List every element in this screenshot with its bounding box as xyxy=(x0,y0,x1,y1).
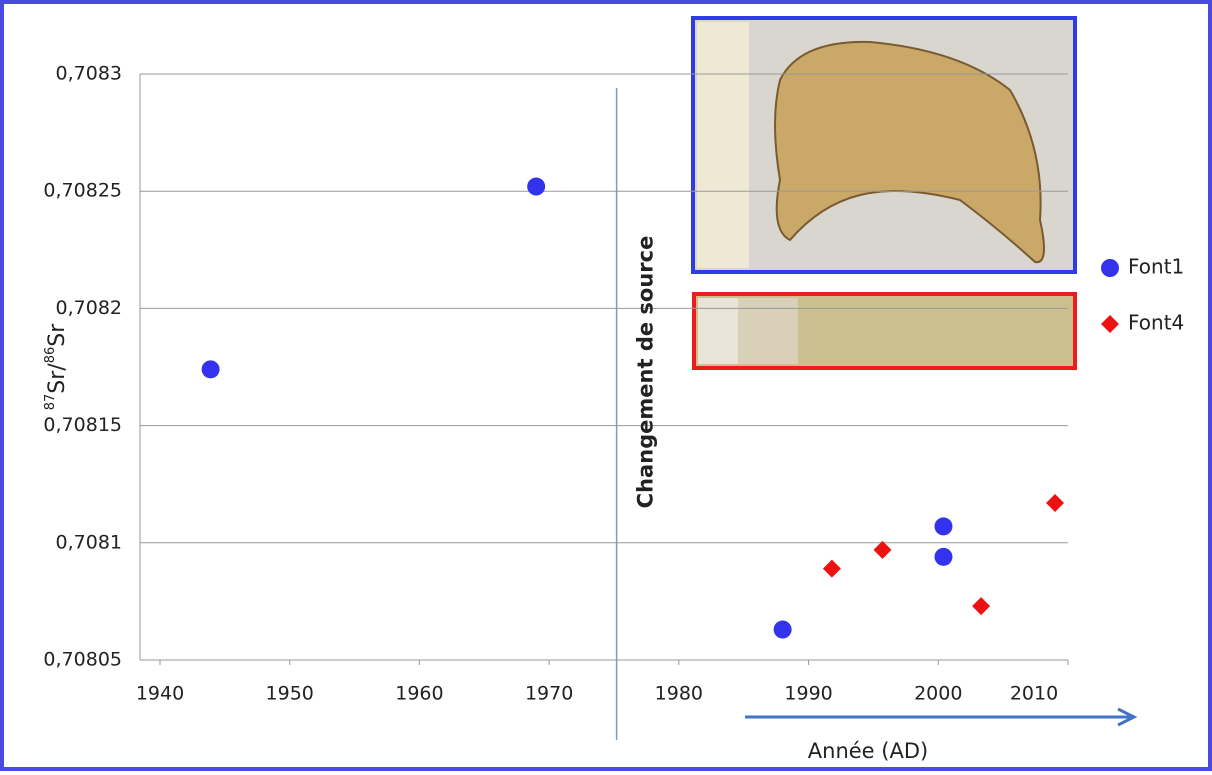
y-label-part: 86 xyxy=(43,347,58,364)
x-tick-label: 2010 xyxy=(1010,683,1058,705)
specimen xyxy=(774,40,1045,264)
y-tick-label: 0,7082 xyxy=(56,297,122,319)
point xyxy=(873,540,892,559)
photo-red xyxy=(692,292,1077,370)
photo-blue xyxy=(691,16,1077,274)
point xyxy=(972,597,991,616)
legend-marker xyxy=(1101,259,1119,277)
y-tick-label: 0,70815 xyxy=(43,414,122,436)
y-tick-label: 0,70825 xyxy=(43,180,122,202)
y-axis-label: 87Sr/86Sr xyxy=(43,323,71,410)
y-tick-label: 0,70805 xyxy=(43,649,122,671)
y-label-part: Sr xyxy=(45,323,70,347)
point xyxy=(527,177,546,196)
y-tick-label: 0,7081 xyxy=(56,531,122,553)
ruler xyxy=(697,22,749,268)
x-tick-label: 1980 xyxy=(655,683,703,705)
annotation: Changement de source xyxy=(634,236,658,509)
legend-label: Font4 xyxy=(1128,311,1184,335)
y-label-part: Sr/ xyxy=(45,363,70,394)
y-label-part: 87 xyxy=(43,394,58,411)
x-tick-label: 1990 xyxy=(784,683,832,705)
legend-label: Font1 xyxy=(1128,255,1184,279)
point xyxy=(822,559,841,578)
x-tick-label: 1950 xyxy=(266,683,314,705)
point xyxy=(1046,493,1065,512)
x-tick-label: 1940 xyxy=(136,683,184,705)
x-arrow xyxy=(745,707,1138,727)
ruler xyxy=(698,298,738,364)
point xyxy=(934,517,953,536)
point xyxy=(773,620,792,639)
x-axis-label: Année (AD) xyxy=(808,739,928,763)
x-tick-label: 1970 xyxy=(525,683,573,705)
x-tick-label: 1960 xyxy=(395,683,443,705)
x-tick-label: 2000 xyxy=(914,683,962,705)
legend-marker xyxy=(1101,315,1119,333)
point xyxy=(201,360,220,379)
y-tick-label: 0,7083 xyxy=(56,63,122,85)
cloth xyxy=(738,298,798,364)
point xyxy=(934,547,953,566)
